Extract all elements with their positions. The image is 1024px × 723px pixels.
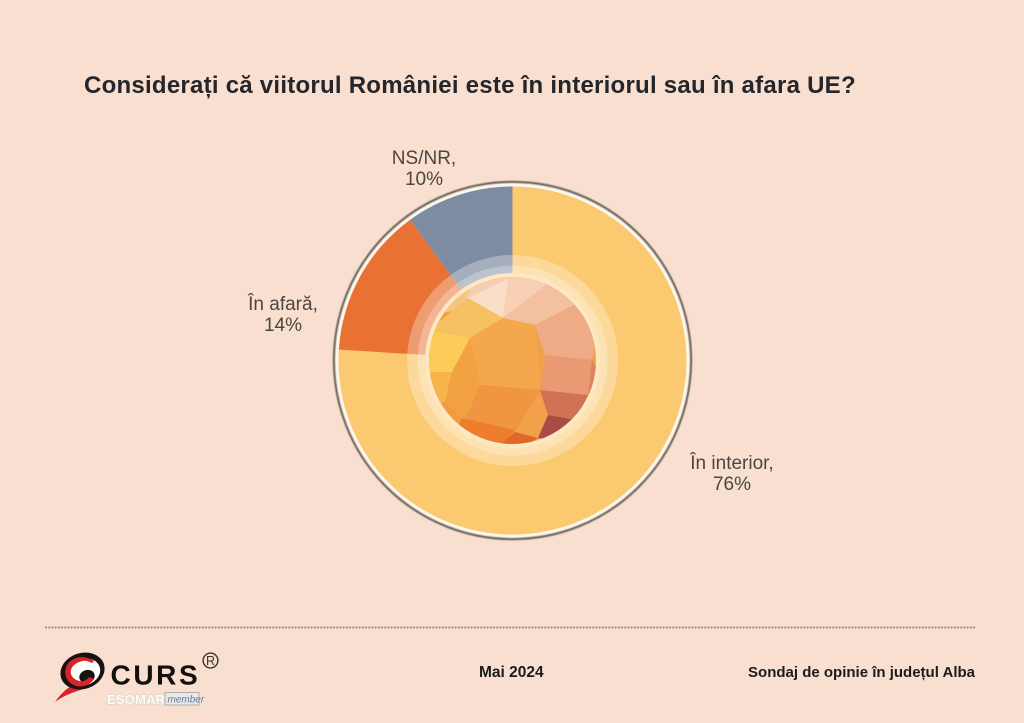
svg-text:member: member [168,694,205,705]
svg-text:ESOMAR: ESOMAR [107,692,166,707]
svg-text:CURS: CURS [111,660,201,691]
svg-text:R: R [206,654,215,668]
